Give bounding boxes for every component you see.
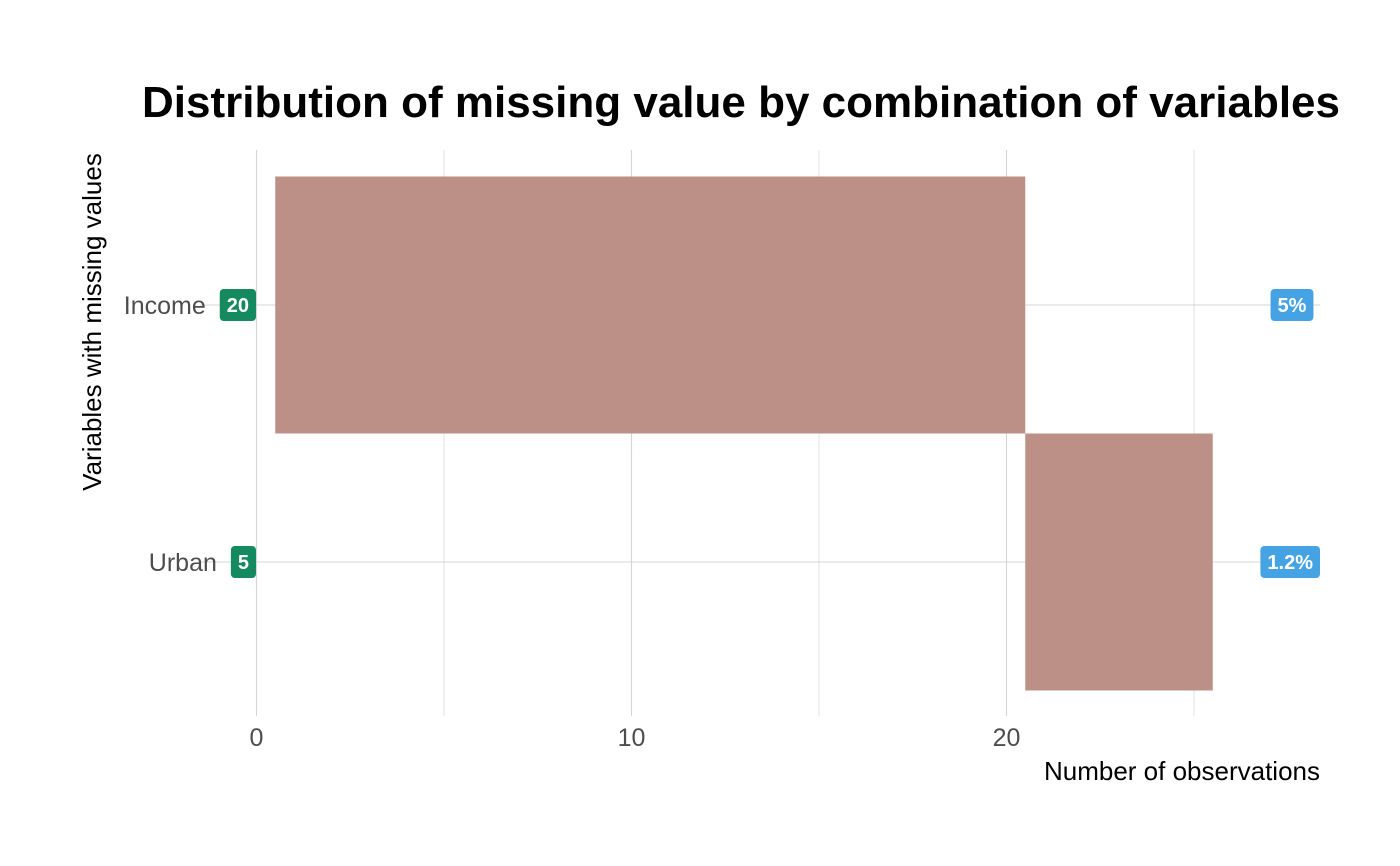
count-badge-urban-bg: [230, 546, 256, 578]
bar-layer: [275, 176, 1213, 691]
chart-title: Distribution of missing value by combina…: [142, 78, 1340, 127]
bar-urban: [1025, 433, 1213, 691]
x-axis-title: Number of observations: [1044, 756, 1320, 786]
count-badge-income: 20: [219, 289, 256, 321]
label-layer: 0 10 20 20 Income 5% 5 Urban 1.2%: [124, 289, 1320, 752]
count-badge-income-bg: [219, 289, 256, 321]
x-tick-label: 0: [250, 724, 264, 752]
percent-badge-income: 5%: [1270, 289, 1314, 321]
percent-badge-urban: 1.2%: [1260, 546, 1320, 578]
x-tick-label: 10: [618, 724, 646, 752]
percent-badge-income-bg: [1270, 289, 1314, 321]
y-tick-label-income: Income: [124, 292, 206, 320]
count-badge-income-text: 20: [227, 295, 249, 317]
y-tick-label-urban: Urban: [149, 549, 217, 577]
x-tick-label: 20: [993, 724, 1021, 752]
count-badge-urban-text: 5: [238, 552, 249, 574]
count-badge-urban: 5: [230, 546, 256, 578]
percent-badge-income-text: 5%: [1278, 295, 1307, 317]
y-axis-title: Variables with missing values: [77, 153, 107, 491]
percent-badge-urban-bg: [1260, 546, 1320, 578]
percent-badge-urban-text: 1.2%: [1267, 552, 1313, 574]
bar-income: [275, 176, 1026, 434]
